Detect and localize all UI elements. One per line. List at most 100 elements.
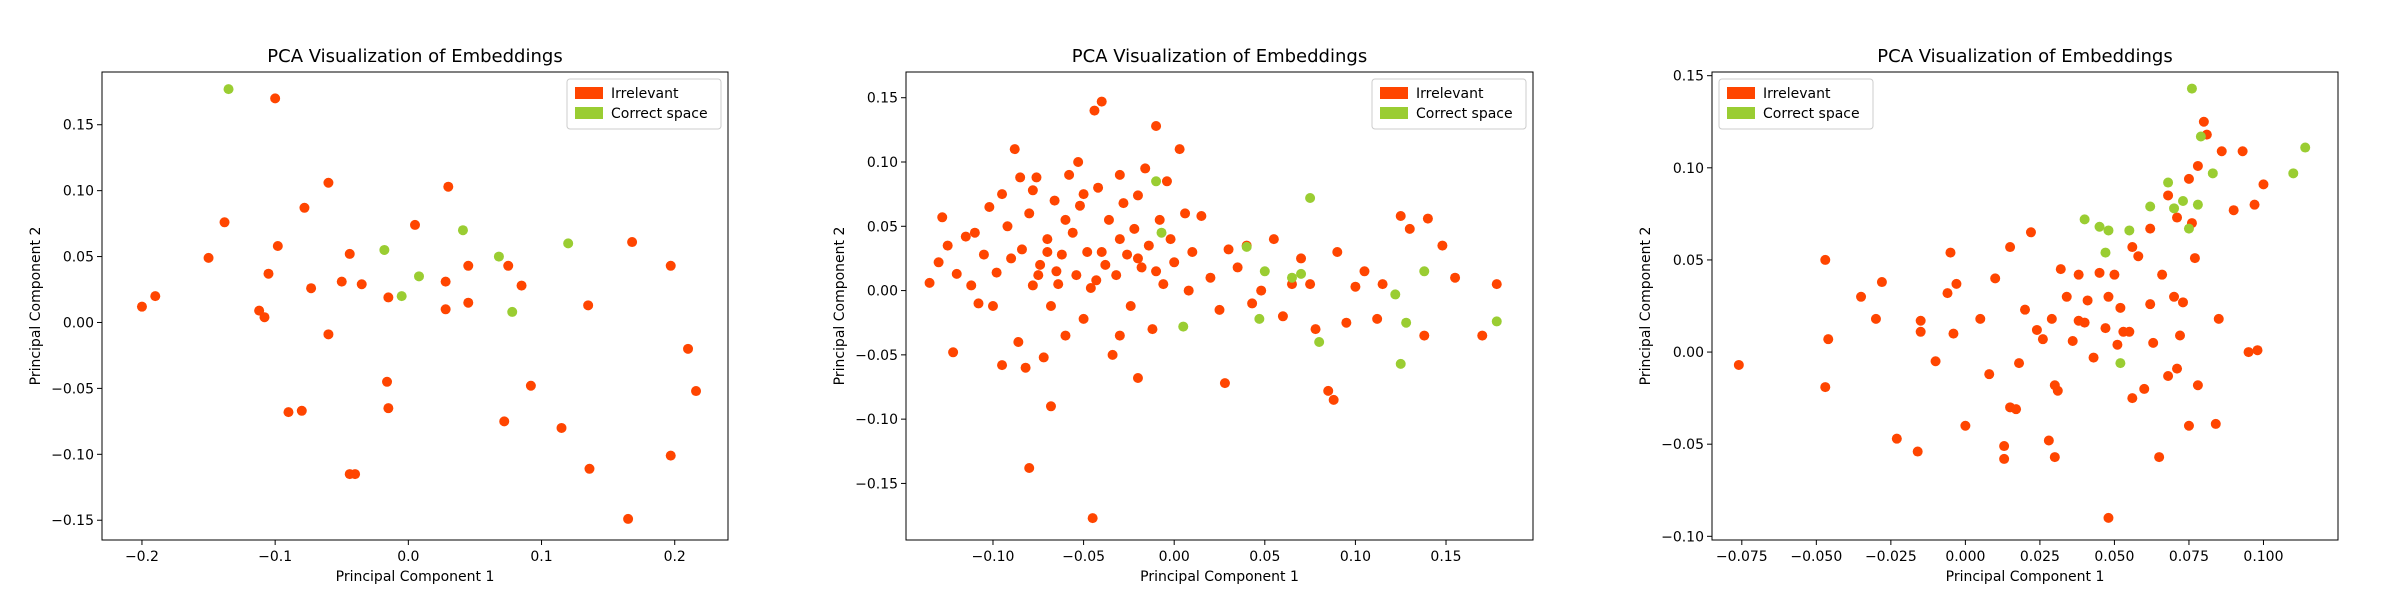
irrelevant-point <box>1114 234 1125 245</box>
correct-point <box>1305 193 1316 203</box>
irrelevant-point <box>2154 452 2165 463</box>
correct-point <box>2300 142 2311 153</box>
correct-point <box>2115 358 2126 369</box>
irrelevant-point <box>1100 259 1111 270</box>
irrelevant-point <box>1053 279 1064 290</box>
irrelevant-point <box>1372 313 1383 324</box>
irrelevant-point <box>1158 279 1169 290</box>
chart-title: PCA Visualization of Embeddings <box>267 46 562 67</box>
irrelevant-point <box>1024 208 1035 219</box>
irrelevant-point <box>2243 347 2254 358</box>
irrelevant-point <box>1060 214 1071 225</box>
irrelevant-point <box>1074 200 1085 211</box>
irrelevant-point <box>2061 291 2072 302</box>
correct-point <box>396 291 407 302</box>
correct-point <box>2163 177 2174 188</box>
correct-point <box>1241 241 1252 252</box>
irrelevant-point <box>1056 249 1067 260</box>
y-tick-label: 0.15 <box>1673 69 1704 85</box>
legend-label-correct: Correct space <box>611 106 708 122</box>
irrelevant-point <box>336 276 347 287</box>
irrelevant-point <box>683 343 694 354</box>
irrelevant-point <box>2025 227 2036 238</box>
x-tick-label: 0.000 <box>1945 549 1985 565</box>
irrelevant-point <box>1948 328 1959 339</box>
y-axis-label: Principal Component 2 <box>1638 227 1654 386</box>
y-tick-label: 0.15 <box>63 118 94 134</box>
irrelevant-point <box>2252 345 2263 356</box>
y-tick-label: −0.10 <box>51 447 94 463</box>
irrelevant-point <box>1045 401 1056 412</box>
irrelevant-point <box>219 217 230 228</box>
irrelevant-point <box>1078 189 1089 200</box>
irrelevant-point <box>1323 385 1334 396</box>
y-tick-label: −0.15 <box>855 476 898 492</box>
irrelevant-point <box>1404 223 1415 234</box>
irrelevant-point <box>1114 330 1125 341</box>
irrelevant-point <box>2127 393 2138 404</box>
irrelevant-point <box>2103 291 2114 302</box>
irrelevant-point <box>1042 247 1053 257</box>
irrelevant-point <box>516 280 527 291</box>
legend-swatch-irrelevant <box>1727 87 1755 99</box>
irrelevant-point <box>1350 281 1361 292</box>
irrelevant-point <box>2213 313 2224 324</box>
irrelevant-point <box>2237 146 2248 157</box>
irrelevant-point <box>1395 211 1406 221</box>
irrelevant-point <box>969 227 980 238</box>
irrelevant-point <box>1975 313 1986 324</box>
irrelevant-point <box>1223 244 1234 255</box>
irrelevant-point <box>1733 359 1744 370</box>
irrelevant-point <box>2073 269 2084 280</box>
correct-point <box>457 225 468 236</box>
irrelevant-point <box>2163 190 2174 201</box>
irrelevant-point <box>1437 240 1448 251</box>
irrelevant-point <box>2249 199 2260 210</box>
y-tick-label: 0.00 <box>1673 345 1704 361</box>
legend-label-irrelevant: Irrelevant <box>611 86 679 102</box>
chart-group-1: PCA Visualization of Embeddings−0.2 −0.1 0… <box>28 46 729 585</box>
y-tick-label: −0.05 <box>51 381 94 397</box>
irrelevant-point <box>1268 234 1279 245</box>
x-axis-label: Principal Component 1 <box>336 569 495 585</box>
irrelevant-point <box>1256 285 1267 296</box>
irrelevant-point <box>1450 272 1461 283</box>
irrelevant-point <box>1876 277 1887 288</box>
irrelevant-point <box>1042 234 1053 245</box>
irrelevant-point <box>1912 446 1923 457</box>
irrelevant-point <box>2014 358 2025 369</box>
plot-frame <box>1711 71 2339 541</box>
irrelevant-point <box>2049 452 2060 463</box>
irrelevant-point <box>960 231 971 242</box>
correct-point <box>507 306 518 317</box>
irrelevant-point <box>1093 182 1104 193</box>
irrelevant-point <box>503 260 514 271</box>
irrelevant-point <box>2192 380 2203 391</box>
x-tick-label: 0.2 <box>664 549 686 565</box>
irrelevant-point <box>1180 208 1191 219</box>
irrelevant-point <box>1118 198 1129 209</box>
irrelevant-point <box>1359 266 1370 277</box>
legend-swatch-correct <box>1727 107 1755 119</box>
irrelevant-point <box>1045 301 1056 311</box>
chart-title: PCA Visualization of Embeddings <box>1072 46 1367 67</box>
irrelevant-point <box>2011 404 2022 415</box>
irrelevant-point <box>1096 96 1107 107</box>
irrelevant-point <box>1071 270 1082 281</box>
irrelevant-point <box>1823 334 1834 345</box>
irrelevant-point <box>1147 324 1158 335</box>
irrelevant-point <box>150 291 161 302</box>
irrelevant-point <box>1915 326 1926 337</box>
irrelevant-point <box>2189 253 2200 264</box>
irrelevant-point <box>691 386 702 397</box>
irrelevant-point <box>2127 242 2138 253</box>
irrelevant-point <box>2216 146 2227 157</box>
irrelevant-point <box>1999 441 2010 452</box>
irrelevant-point <box>1082 247 1093 257</box>
irrelevant-point <box>2112 339 2123 350</box>
irrelevant-point <box>1091 275 1102 286</box>
irrelevant-point <box>1089 105 1100 116</box>
irrelevant-point <box>2082 295 2093 306</box>
irrelevant-point <box>2183 420 2194 431</box>
irrelevant-point <box>951 268 962 279</box>
